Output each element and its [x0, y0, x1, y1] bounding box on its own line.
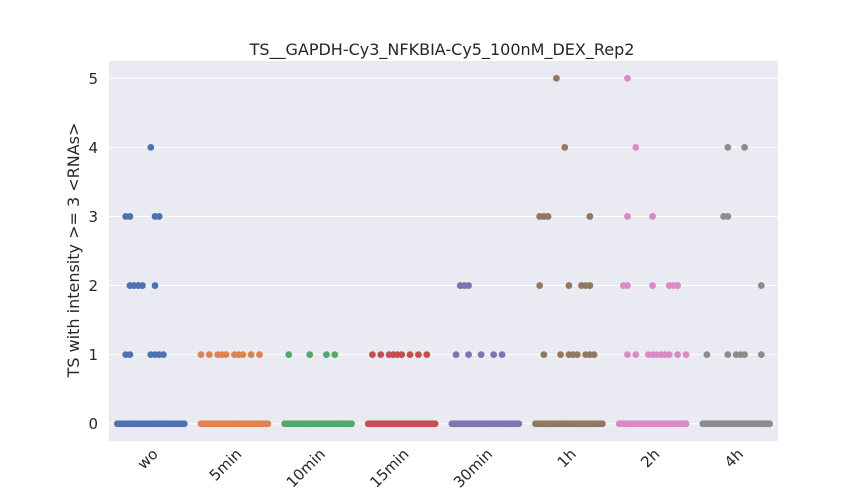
y-axis-label: TS with intensity >= 3 <RNAs> — [64, 123, 83, 379]
x-tick-labels: wo 5min 10min 15min 30min 1h 2h 4h — [134, 445, 747, 491]
data-point — [757, 351, 765, 359]
data-point — [423, 351, 431, 359]
plot-area — [109, 61, 778, 441]
data-point — [239, 351, 247, 359]
data-point — [544, 213, 552, 220]
data-point — [649, 213, 656, 220]
data-point — [590, 351, 598, 359]
data-point — [348, 420, 355, 428]
x-tick-label: 1h — [554, 445, 580, 471]
data-point — [552, 74, 560, 82]
data-point — [561, 143, 569, 151]
data-point — [632, 351, 640, 359]
x-tick-label: 5min — [206, 445, 245, 484]
x-tick-label: 2h — [637, 445, 663, 471]
data-point — [586, 213, 594, 220]
data-point — [126, 213, 134, 220]
data-point — [465, 351, 472, 359]
data-point — [565, 282, 573, 289]
data-point — [205, 351, 213, 359]
x-tick-label: 10min — [283, 445, 329, 491]
data-point — [665, 351, 673, 359]
data-point — [369, 351, 376, 359]
data-point — [431, 420, 439, 428]
data-point — [540, 351, 548, 359]
data-point — [724, 213, 732, 220]
data-point — [624, 213, 631, 220]
y-tick-label: 1 — [88, 346, 98, 364]
x-tick-label: wo — [134, 445, 162, 473]
data-point — [766, 420, 774, 428]
data-point — [586, 282, 594, 289]
data-point — [741, 351, 748, 359]
data-point — [415, 351, 422, 359]
y-tick-label: 3 — [88, 208, 98, 226]
data-point — [126, 351, 134, 359]
data-point — [624, 351, 631, 359]
data-point — [741, 143, 748, 151]
data-point — [147, 143, 155, 151]
y-tick-label: 0 — [88, 415, 98, 433]
data-point — [197, 351, 205, 359]
x-tick-label: 15min — [366, 445, 412, 491]
y-tick-labels: 0 1 2 3 4 5 — [88, 70, 98, 433]
y-tick-label: 5 — [88, 70, 98, 88]
data-point — [159, 351, 167, 359]
y-tick-label: 4 — [88, 139, 98, 157]
data-point — [624, 282, 631, 289]
y-tick-label: 2 — [88, 277, 98, 295]
data-point — [306, 351, 314, 359]
data-points — [113, 74, 774, 428]
data-point — [406, 351, 414, 359]
data-point — [256, 351, 263, 359]
data-point — [331, 351, 339, 359]
data-point — [465, 282, 472, 289]
x-tick-label: 30min — [450, 445, 496, 491]
data-point — [285, 351, 293, 359]
data-point — [703, 351, 711, 359]
data-point — [247, 351, 255, 359]
data-point — [682, 351, 690, 359]
data-point — [757, 282, 765, 289]
data-point — [222, 351, 230, 359]
x-tick-label: 4h — [721, 445, 747, 471]
data-point — [682, 420, 690, 428]
data-point — [624, 74, 631, 82]
data-point — [151, 282, 159, 289]
data-point — [724, 143, 732, 151]
data-point — [536, 282, 544, 289]
data-point — [490, 351, 498, 359]
data-point — [452, 351, 460, 359]
data-point — [598, 420, 606, 428]
data-point — [477, 351, 485, 359]
data-point — [377, 351, 385, 359]
data-point — [674, 282, 682, 289]
data-point — [139, 282, 146, 289]
data-point — [264, 420, 272, 428]
data-point — [323, 351, 330, 359]
data-point — [155, 213, 163, 220]
data-point — [573, 351, 581, 359]
data-point — [632, 143, 640, 151]
chart-title: TS__GAPDH-Cy3_NFKBIA-Cy5_100nM_DEX_Rep2 — [249, 40, 635, 60]
data-point — [515, 420, 523, 428]
data-point — [498, 351, 506, 359]
data-point — [649, 282, 656, 289]
data-point — [724, 351, 732, 359]
data-point — [557, 351, 564, 359]
data-point — [674, 351, 682, 359]
data-point — [180, 420, 188, 428]
data-point — [398, 351, 406, 359]
